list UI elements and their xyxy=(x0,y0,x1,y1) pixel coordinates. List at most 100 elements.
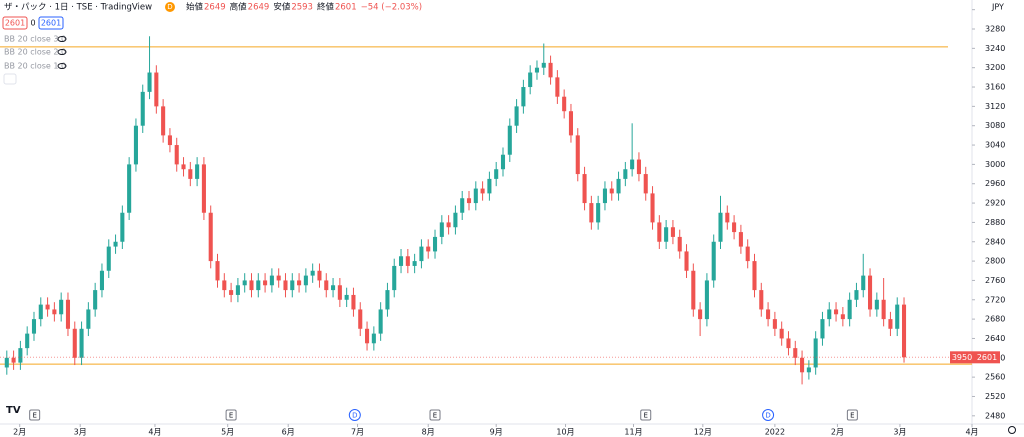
candle-body xyxy=(793,348,798,358)
currency-box[interactable] xyxy=(975,1,1021,13)
candle-body xyxy=(59,299,64,315)
candle-body xyxy=(45,304,50,310)
candle-body xyxy=(888,319,893,329)
candle-body xyxy=(473,188,478,204)
event-label: D xyxy=(352,412,357,420)
candle-body xyxy=(161,106,166,136)
candle-body xyxy=(650,193,655,223)
x-tick-label: 3月 xyxy=(893,428,906,437)
x-tick-label: 4月 xyxy=(148,428,161,437)
candle-body xyxy=(453,212,458,228)
x-tick-label: 2月 xyxy=(831,428,844,437)
candle-body xyxy=(446,222,451,228)
button-text[interactable]: 2601 xyxy=(5,19,25,28)
change: −54 (−2.03%) xyxy=(361,3,422,13)
candle-body xyxy=(460,198,465,213)
y-tick-label: 2880 xyxy=(985,218,1005,227)
candle-body xyxy=(201,164,206,213)
candle-body xyxy=(133,125,138,165)
candle-body xyxy=(235,285,240,295)
event-label: E xyxy=(229,412,233,420)
candle-body xyxy=(127,164,132,213)
candle-body xyxy=(868,275,873,310)
candle-body xyxy=(800,357,805,373)
candle-body xyxy=(494,169,499,179)
candle-body xyxy=(208,212,213,262)
button-text[interactable]: 2601 xyxy=(41,19,61,28)
candle-body xyxy=(500,154,506,170)
event-marker xyxy=(429,409,441,421)
y-tick-label: 3280 xyxy=(985,25,1005,34)
eye-icon[interactable] xyxy=(57,63,67,69)
last-price-label: 2601 xyxy=(977,353,997,362)
event-label: E xyxy=(433,412,437,420)
candle-body xyxy=(704,280,709,320)
candle-body xyxy=(79,328,84,358)
ohlc-label: 終値 xyxy=(317,2,335,13)
x-tick-label: 12月 xyxy=(694,428,712,437)
candle-body xyxy=(874,299,879,310)
y-tick-label: 3000 xyxy=(985,160,1005,169)
y-tick-label: 2840 xyxy=(985,237,1005,246)
candle-body xyxy=(820,319,825,339)
candle-body xyxy=(616,178,621,194)
candle-body xyxy=(772,319,777,329)
indicator[interactable]: BB 20 close 3.0 xyxy=(4,35,66,44)
candle-body xyxy=(167,135,172,146)
indicator[interactable]: BB 20 close 1.0 xyxy=(4,62,66,71)
eye-icon[interactable] xyxy=(57,49,67,55)
ohlc-label: 高値 xyxy=(230,2,248,13)
candle-body xyxy=(548,62,553,78)
candle-body xyxy=(432,236,438,252)
candle-body xyxy=(840,314,845,320)
candle-body xyxy=(31,319,37,334)
candle-body xyxy=(419,246,424,262)
button[interactable] xyxy=(38,16,64,30)
candle-body xyxy=(609,188,614,194)
candle-body xyxy=(412,261,417,266)
x-tick-label: 10月 xyxy=(556,428,574,437)
y-tick-label: 2960 xyxy=(985,179,1005,188)
candle-body xyxy=(670,227,675,237)
candle-body xyxy=(528,72,533,88)
x-tick-label: 2022 xyxy=(765,428,785,437)
collapse-button[interactable] xyxy=(3,73,17,85)
candle-body xyxy=(140,91,145,126)
candle-body xyxy=(439,222,444,237)
candle-body xyxy=(745,246,750,262)
candle-body xyxy=(215,261,220,281)
y-tick-label: 2520 xyxy=(985,392,1005,401)
indicator[interactable]: BB 20 close 2.0 xyxy=(4,48,66,57)
candle-body xyxy=(630,159,635,170)
y-tick-label: 2560 xyxy=(985,373,1005,382)
candle-body xyxy=(344,294,349,300)
candle-body xyxy=(18,348,23,363)
candle-body xyxy=(466,198,472,204)
y-tick-label: 3120 xyxy=(985,102,1005,111)
settings-icon[interactable] xyxy=(1008,426,1016,434)
candle-body xyxy=(195,164,200,179)
candle-body xyxy=(711,241,716,281)
button[interactable] xyxy=(2,16,28,30)
candle-body xyxy=(120,212,125,242)
candle-body xyxy=(507,125,512,155)
currency[interactable]: JPY xyxy=(991,3,1004,12)
candle-body xyxy=(881,299,886,320)
candle-body xyxy=(174,145,179,165)
candle-body xyxy=(480,188,485,194)
event-label: D xyxy=(765,412,770,420)
candle-body xyxy=(398,256,404,266)
candle-body xyxy=(725,212,730,223)
candle-body xyxy=(181,164,186,170)
button-text: 0 xyxy=(30,19,35,28)
price-tag: 3950 xyxy=(952,353,972,362)
event-marker xyxy=(762,409,775,421)
candle-body xyxy=(623,169,628,179)
candle-body xyxy=(249,280,254,291)
y-tick-label: 3080 xyxy=(985,121,1005,130)
event-label: E xyxy=(850,412,854,420)
candle-body xyxy=(575,135,580,175)
candle-body xyxy=(378,309,383,334)
eye-icon[interactable] xyxy=(57,36,67,42)
